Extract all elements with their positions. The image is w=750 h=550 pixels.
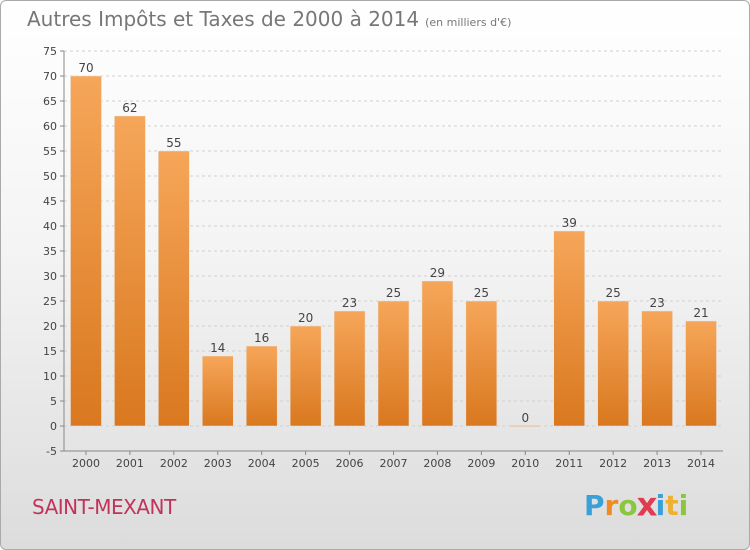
y-tick-label: 60 — [43, 120, 57, 133]
logo-letter: P — [584, 489, 605, 522]
x-tick-label: 2000 — [72, 457, 100, 470]
data-label: 25 — [606, 286, 621, 300]
data-label: 62 — [122, 101, 137, 115]
bar — [597, 300, 629, 427]
logo-letter: t — [665, 489, 679, 522]
y-tick-label: 55 — [43, 145, 57, 158]
y-tick-label: 10 — [43, 370, 57, 383]
x-tick-label: 2005 — [292, 457, 320, 470]
data-label: 16 — [254, 331, 269, 345]
y-tick-label: 25 — [43, 295, 57, 308]
logo-letter: x — [636, 485, 658, 524]
x-tick-label: 2001 — [116, 457, 144, 470]
commune-name: SAINT-MEXANT — [32, 495, 176, 519]
bar — [333, 310, 366, 427]
data-label: 29 — [430, 266, 445, 280]
y-tick-label: 40 — [43, 220, 57, 233]
y-tick-label: 20 — [43, 320, 57, 333]
data-label: 0 — [521, 411, 529, 425]
y-tick-label: 45 — [43, 195, 57, 208]
bar — [70, 75, 102, 427]
bar — [685, 320, 717, 427]
bar — [289, 325, 322, 427]
data-label: 14 — [210, 341, 225, 355]
y-tick-label: 75 — [43, 45, 57, 58]
data-label: 70 — [78, 61, 93, 75]
chart-title-text: Autres Impôts et Taxes de 2000 à 2014 — [27, 7, 420, 31]
data-label: 23 — [649, 296, 664, 310]
x-tick-label: 2003 — [204, 457, 232, 470]
logo-letter: r — [604, 489, 619, 522]
x-tick-label: 2002 — [160, 457, 188, 470]
y-tick-label: 50 — [43, 170, 57, 183]
bar — [421, 280, 454, 427]
y-tick-label: 0 — [50, 420, 57, 433]
x-tick-label: 2010 — [511, 457, 539, 470]
x-tick-label: 2008 — [423, 457, 451, 470]
bar — [509, 425, 542, 427]
y-tick-label: 35 — [43, 245, 57, 258]
bar — [114, 115, 146, 427]
chart-title: Autres Impôts et Taxes de 2000 à 2014 (en… — [27, 7, 511, 31]
bar — [641, 310, 673, 427]
data-label: 25 — [386, 286, 401, 300]
y-tick-label: 15 — [43, 345, 57, 358]
x-tick-label: 2013 — [643, 457, 671, 470]
data-label: 21 — [693, 306, 708, 320]
data-label: 23 — [342, 296, 357, 310]
logo-letter: o — [618, 489, 638, 522]
bar — [465, 300, 498, 427]
bar — [158, 150, 190, 427]
bar — [553, 230, 585, 427]
data-label: 39 — [562, 216, 577, 230]
y-tick-label: 5 — [50, 395, 57, 408]
y-tick-label: 70 — [43, 70, 57, 83]
data-label: 55 — [166, 136, 181, 150]
x-tick-label: 2014 — [687, 457, 715, 470]
x-tick-label: 2004 — [248, 457, 276, 470]
data-label: 20 — [298, 311, 313, 325]
y-tick-label: -5 — [46, 445, 57, 458]
bar — [377, 300, 410, 427]
logo-letter: i — [655, 489, 666, 522]
x-tick-label: 2009 — [467, 457, 495, 470]
bar — [245, 345, 278, 427]
logo-letter: i — [678, 489, 689, 522]
y-tick-label: 30 — [43, 270, 57, 283]
x-tick-label: 2006 — [336, 457, 364, 470]
x-tick-label: 2012 — [599, 457, 627, 470]
x-tick-label: 2007 — [380, 457, 408, 470]
x-tick-label: 2011 — [555, 457, 583, 470]
proxiti-logo[interactable]: Proxiti — [584, 485, 689, 523]
bar — [202, 355, 234, 427]
chart-subtitle: (en milliers d'€) — [425, 16, 512, 29]
y-tick-label: 65 — [43, 95, 57, 108]
data-label: 25 — [474, 286, 489, 300]
